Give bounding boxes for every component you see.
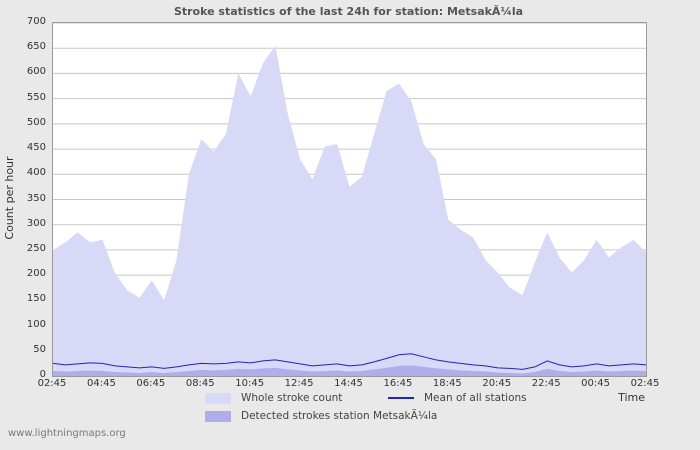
- y-tick-label: 150: [26, 293, 46, 305]
- x-tick-label: 02:45: [630, 378, 660, 389]
- legend-label-mean-of-all-stations: Mean of all stations: [424, 392, 527, 404]
- chart-title: Stroke statistics of the last 24h for st…: [173, 5, 524, 18]
- x-tick-label: 14:45: [334, 378, 363, 389]
- legend-item-detected-strokes: Detected strokes station MetsakÃ¼la: [205, 410, 437, 422]
- legend-item-mean-of-all-stations: Mean of all stations: [388, 392, 527, 404]
- detected-strokes-swatch-icon: [205, 410, 231, 422]
- y-tick-label: 700: [26, 16, 46, 27]
- x-tick-label: 20:45: [482, 378, 512, 389]
- whole-stroke-count-area: [53, 45, 646, 376]
- y-tick-label: 600: [26, 66, 46, 78]
- mean-line-swatch-icon: [388, 397, 414, 399]
- y-tick-label: 500: [26, 116, 46, 128]
- whole-stroke-count-swatch-icon: [205, 392, 231, 404]
- x-tick-label: 22:45: [531, 378, 561, 389]
- mean-of-all-stations-line: [53, 353, 646, 370]
- y-tick-label: 550: [26, 91, 46, 103]
- y-tick-label: 650: [26, 41, 46, 53]
- x-axis-label: Time: [618, 391, 645, 404]
- x-tick-label: 02:45: [37, 378, 67, 389]
- y-tick-label: 300: [26, 217, 46, 229]
- x-tick-label: 10:45: [235, 378, 265, 389]
- x-tick-label: 12:45: [284, 378, 314, 389]
- y-tick-label: 250: [26, 242, 46, 254]
- y-tick-label: 50: [33, 343, 46, 355]
- x-tick-label: 00:45: [581, 378, 610, 389]
- y-tick-label: 450: [26, 142, 46, 154]
- x-tick-label: 04:45: [86, 378, 116, 389]
- x-tick-label: 06:45: [136, 378, 166, 389]
- x-tick-label: 18:45: [432, 378, 462, 389]
- watermark-text: www.lightningmaps.org: [8, 428, 126, 439]
- x-tick-label: 08:45: [185, 378, 215, 389]
- detected-strokes-station-metsak-la-area: [53, 365, 646, 376]
- y-tick-label: 350: [26, 192, 46, 204]
- legend-label-detected-strokes: Detected strokes station MetsakÃ¼la: [241, 410, 438, 422]
- y-tick-label: 100: [26, 318, 46, 330]
- y-tick-label: 400: [26, 167, 46, 179]
- legend-item-whole-stroke-count: Whole stroke count: [205, 392, 342, 404]
- y-tick-label: 0: [39, 369, 46, 380]
- legend-label-whole-stroke-count: Whole stroke count: [241, 392, 343, 404]
- y-tick-label: 200: [26, 268, 46, 280]
- plot-svg: [52, 22, 647, 377]
- x-tick-label: 16:45: [383, 378, 413, 389]
